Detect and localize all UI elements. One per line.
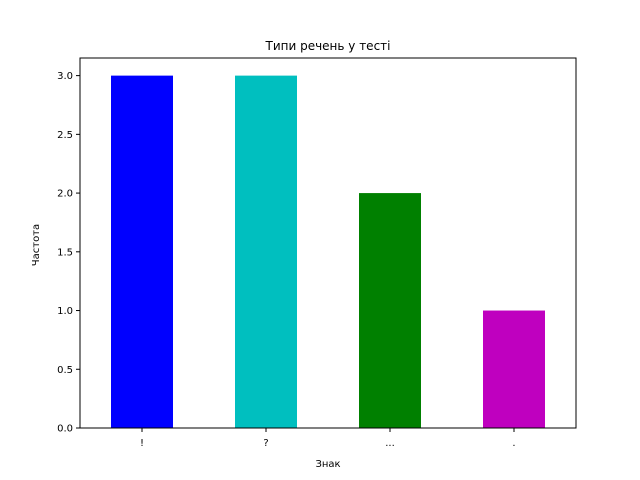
y-tick-label-2: 1.0 bbox=[57, 306, 73, 317]
y-tick-label-5: 2.5 bbox=[57, 130, 73, 141]
x-axis: !?.... bbox=[140, 428, 516, 449]
x-tick-label-3: . bbox=[512, 438, 515, 449]
y-tick-label-3: 1.5 bbox=[57, 247, 73, 258]
x-axis-label: Знак bbox=[315, 459, 340, 470]
bar-2 bbox=[359, 193, 421, 428]
bars-group bbox=[111, 75, 545, 428]
y-axis-label: Частота bbox=[31, 224, 42, 266]
y-axis: 0.0 0.5 1.0 1.5 2.0 2.5 3.0 bbox=[57, 71, 80, 435]
bar-0 bbox=[111, 75, 173, 428]
y-tick-label-6: 3.0 bbox=[57, 71, 73, 82]
plot-frame bbox=[79, 57, 577, 429]
y-tick-label-0: 0.0 bbox=[57, 424, 73, 435]
x-tick-label-2: ... bbox=[385, 438, 395, 449]
x-tick-label-0: ! bbox=[140, 438, 144, 449]
x-tick-label-1: ? bbox=[263, 438, 268, 449]
y-tick-label-4: 2.0 bbox=[57, 189, 73, 200]
chart-title: Типи речень у тесті bbox=[264, 39, 390, 53]
bar-3 bbox=[483, 310, 545, 428]
bar-1 bbox=[235, 75, 297, 428]
y-tick-label-1: 0.5 bbox=[57, 365, 73, 376]
